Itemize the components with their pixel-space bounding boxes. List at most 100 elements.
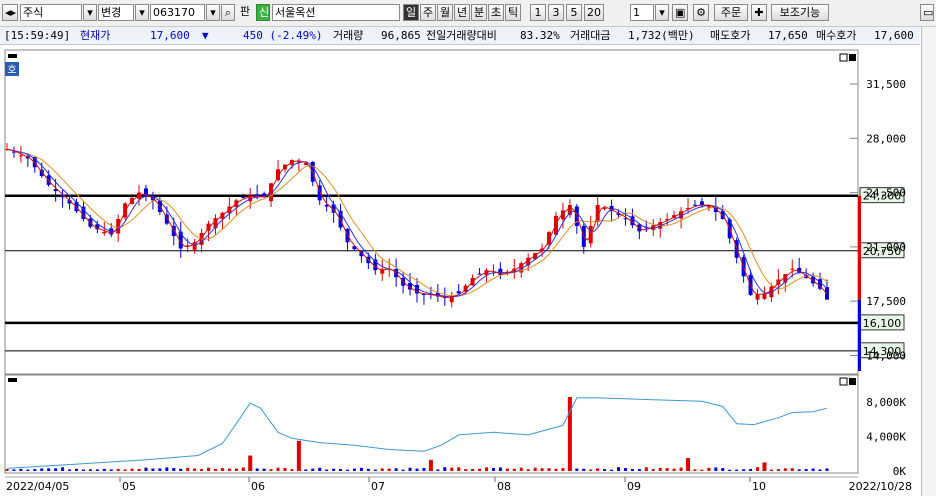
candle-body (39, 169, 44, 177)
close-icon[interactable] (849, 54, 856, 61)
period-tab-6[interactable]: 틱 (505, 4, 521, 21)
interval-label: 5 (570, 6, 578, 19)
date-month-label: 05 (122, 480, 136, 493)
candle-body (602, 208, 607, 210)
code-dropdown-icon[interactable]: ▾ (206, 4, 220, 21)
order-button[interactable]: 주문 (714, 4, 748, 21)
candle-body (303, 163, 308, 165)
volume-bar (193, 468, 197, 471)
period-tab-4[interactable]: 분 (471, 4, 487, 21)
volume-handle-icon[interactable] (8, 378, 17, 382)
interval-label: 1 (534, 6, 542, 19)
volume-bar (276, 467, 280, 471)
candle-body (352, 246, 357, 250)
candle-body (616, 213, 621, 216)
volume-bar (172, 467, 176, 471)
period-tab-label: 틱 (508, 6, 519, 19)
volume-bar (269, 469, 273, 471)
period-tab-2[interactable]: 월 (437, 4, 453, 21)
interval-button-2[interactable]: 5 (566, 4, 582, 21)
volume-value: 96,865 (381, 29, 421, 42)
volume-bar (596, 468, 600, 471)
volume-bar (818, 469, 822, 471)
change-select[interactable]: 변경 (98, 4, 134, 21)
moving-average-short (6, 148, 828, 298)
nav-arrows-button[interactable]: ◂▸ (2, 4, 18, 21)
period-tab-5[interactable]: 초 (488, 4, 504, 21)
volume-bar (394, 468, 398, 471)
date-month-label: 08 (497, 480, 511, 493)
volume-bar (109, 469, 113, 471)
candle-body (547, 232, 552, 245)
count-input[interactable]: 1 (630, 4, 654, 21)
pan-button[interactable]: 판 (236, 4, 254, 21)
interval-button-1[interactable]: 3 (548, 4, 564, 21)
candle-body (380, 269, 385, 274)
volume-axis-label: 0K (893, 465, 907, 478)
candle-body (651, 225, 656, 230)
minimize-icon[interactable] (839, 53, 848, 62)
save-icon[interactable]: ▣ (672, 4, 688, 21)
volume-bar (304, 469, 308, 471)
candle-body (533, 253, 538, 260)
volume-close-icon[interactable] (849, 378, 856, 385)
volume-bar (387, 468, 391, 471)
volume-bar (325, 469, 329, 471)
candle-body (324, 204, 329, 207)
candle-body (296, 161, 301, 163)
volume-bar (519, 467, 523, 471)
stock-name-field[interactable]: 서울옥션 (272, 4, 400, 21)
count-dropdown-icon[interactable]: ▾ (655, 4, 669, 21)
level-label: 16,100 (863, 317, 902, 330)
price-label: 현재가 (80, 29, 111, 42)
period-tab-label: 년 (457, 6, 468, 19)
range-bar-down (858, 299, 861, 371)
volume-bar (158, 468, 162, 471)
volume-bar (491, 467, 495, 471)
volume-axis-label: 8,000K (866, 396, 906, 409)
window-menu-icon[interactable]: ▭ (920, 4, 934, 21)
panel-handle-icon[interactable] (8, 54, 17, 58)
candle-body (81, 206, 86, 219)
stock-chart[interactable]: 호 24,300 20,750 16,100 14,300 31,500 28,000 2… (0, 45, 920, 496)
current-price: 17,600 (150, 29, 190, 42)
vs-prev-label: 전일거래량대비 (426, 29, 497, 42)
interval-button-3[interactable]: 20 (584, 4, 604, 21)
right-panel-strip[interactable] (921, 27, 936, 496)
code-input[interactable]: 063170 (150, 4, 205, 21)
settings-icon[interactable]: ⚙ (693, 4, 709, 21)
search-icon[interactable]: ⌕ (221, 4, 235, 21)
interval-button-0[interactable]: 1 (530, 4, 546, 21)
candle-body (171, 225, 176, 237)
candle-body (192, 242, 197, 250)
bid-value: 17,600 (874, 29, 914, 42)
period-tab-1[interactable]: 주 (420, 4, 436, 21)
aux-function-button[interactable]: 보조기능 (771, 4, 829, 21)
panel-controls[interactable] (839, 53, 856, 386)
volume-bar (227, 468, 231, 471)
volume-bar (769, 469, 773, 471)
volume-bar (783, 468, 787, 471)
period-tab-label: 일 (406, 6, 417, 19)
market-select[interactable]: 주식 (20, 4, 82, 21)
price-axis-label: 21,000 (866, 241, 906, 254)
market-dropdown-icon[interactable]: ▾ (83, 4, 97, 21)
quote-time: [15:59:49] (4, 29, 71, 42)
volume-bar (283, 467, 287, 471)
date-month-label: 07 (371, 480, 385, 493)
volume-bar (88, 469, 92, 471)
volume-bar (81, 469, 85, 471)
candle-body (373, 259, 378, 271)
candle-body (143, 188, 148, 197)
period-tab-0[interactable]: 일 (403, 4, 419, 21)
volume-minimize-icon[interactable] (839, 377, 848, 386)
period-tab-3[interactable]: 년 (454, 4, 470, 21)
change-dropdown-icon[interactable]: ▾ (135, 4, 149, 21)
amount-label: 거래대금 (570, 29, 611, 42)
candle-body (415, 285, 419, 294)
add-icon[interactable]: ✚ (751, 4, 767, 21)
volume-bar (512, 468, 516, 471)
hoga-badge[interactable] (5, 62, 19, 76)
amount-value: 1,732(백만) (628, 29, 695, 42)
volume-bar (200, 469, 204, 471)
